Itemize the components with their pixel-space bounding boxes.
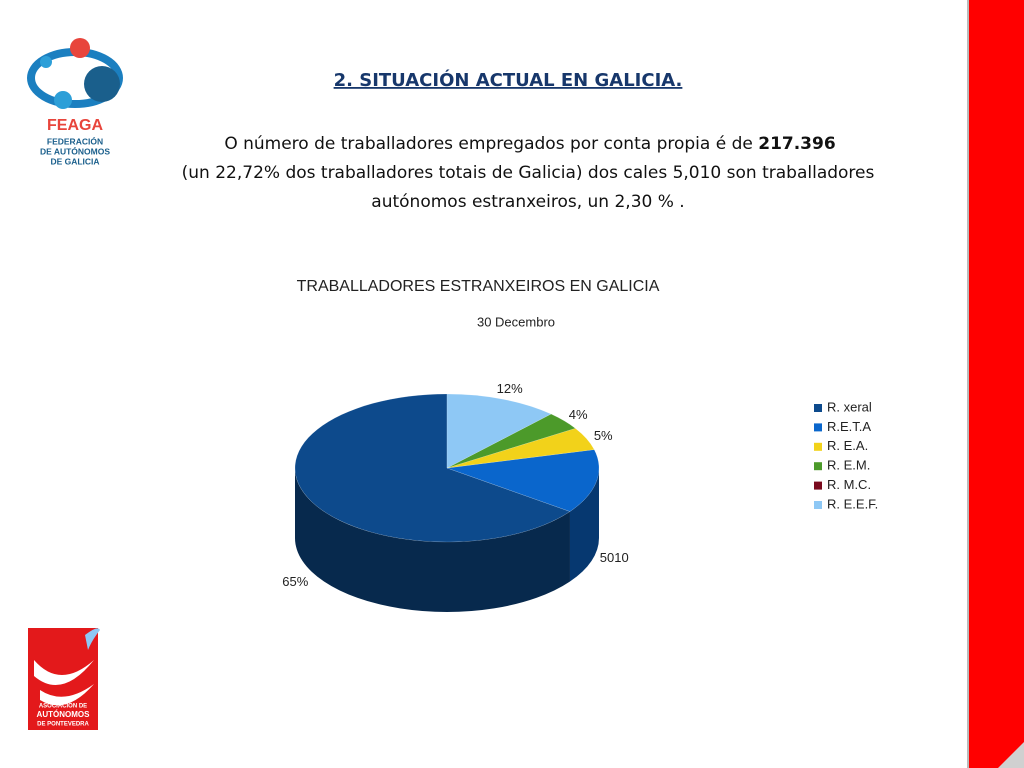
legend-swatch [814,423,822,432]
legend-label: R. E.E.F. [827,496,878,511]
logo-dot [54,91,72,109]
legend-label: R.E.T.A [827,419,871,434]
paragraph-line: (un 22,72% dos traballadores totais de G… [182,163,875,183]
logo-line: AUTÓNOMOS [37,710,91,719]
logo-dot [40,56,52,68]
logo-line: DE GALICIA [50,156,99,166]
pie-slice [446,413,576,469]
annotation: 5010 [600,550,629,565]
legend-swatch [814,481,822,490]
chart-title: TRABALLADORES ESTRANXEIROS EN GALICIA [297,278,660,295]
paragraph-line: O número de traballadores empregados por… [224,134,835,154]
legend-label: R. E.A. [827,438,868,453]
side-bar [968,0,1024,768]
data-label: 5% [594,428,613,443]
logo-line: FEDERACIÓN [47,135,103,146]
logo-dot [84,66,120,102]
logo-swoosh [85,628,100,650]
pontevedra-logo: ASOCIACIÓN DE AUTÓNOMOS DE PONTEVEDRA [28,628,100,730]
pie-slice [446,428,595,469]
legend-label: R. E.M. [827,458,870,473]
logo-dot [70,38,90,58]
pie-slice [294,393,571,543]
logo-line: ASOCIACIÓN DE [39,702,87,710]
data-label: 12% [497,381,523,396]
logo-line: DE PONTEVEDRA [37,722,89,728]
chart-subtitle: 30 Decembro [477,314,555,329]
legend-swatch [814,404,822,412]
text: O número de traballadores empregados por… [224,134,758,154]
logo-name: FEAGA [47,117,103,134]
pie-side [569,468,599,582]
slide-title: 2. SITUACIÓN ACTUAL EN GALICIA. [334,69,683,91]
page-fold [998,742,1024,768]
pie-slice [446,449,600,512]
logo-swoosh [34,660,94,706]
data-label: 4% [569,407,588,422]
logo-line: DE AUTÓNOMOS [40,145,110,156]
paragraph-line: autónomos estranxeiros, un 2,30 % . [371,192,684,212]
pie-slice [446,393,552,469]
legend-swatch [814,442,822,451]
legend-swatch [814,501,822,509]
data-label: 65% [282,574,308,589]
feaga-logo: FEAGA FEDERACIÓN DE AUTÓNOMOS DE GALICIA [27,38,123,166]
legend-label: R. xeral [827,399,872,414]
legend-swatch [814,462,822,471]
bold-number: 217.396 [758,134,835,154]
pie-side [295,468,570,612]
legend-label: R. M.C. [827,477,871,492]
